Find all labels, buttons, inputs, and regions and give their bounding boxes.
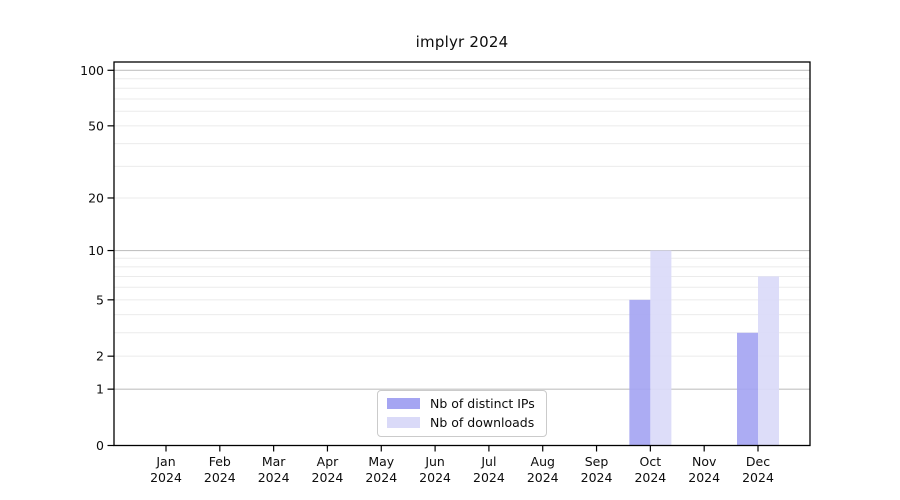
bar-oct-distinct-ips [629,299,651,446]
x-tick-label-jan: Jan 2024 [150,454,182,485]
x-tick-label-sep: Sep 2024 [581,454,613,485]
x-tick-labels: Jan 2024 Feb 2024 Mar 2024 Apr 2024 May 2024 Jun 20… [150,454,774,485]
y-tick-label-0: 0 [96,438,104,453]
chart-title: implyr 2024 [415,33,509,51]
y-tick-label-100: 100 [80,63,104,78]
x-axis-ticks [165,445,759,452]
x-tick-label-apr: Apr 2024 [312,454,344,485]
bar-oct-downloads [650,250,672,446]
x-tick-label-may: May 2024 [365,454,397,485]
bar-dec-downloads [758,276,779,446]
x-tick-label-aug: Aug 2024 [527,454,559,485]
y-tick-label-50: 50 [88,118,104,133]
y-tick-label-5: 5 [96,292,104,307]
x-tick-label-dec: Dec 2024 [742,454,774,485]
bars [629,250,779,446]
x-tick-label-nov: Nov 2024 [688,454,720,485]
x-tick-label-jun: Jun 2024 [419,454,451,485]
y-tick-label-1: 1 [96,382,104,397]
legend: Nb of distinct IPs Nb of downloads [377,390,547,437]
x-tick-label-jul: Jul 2024 [473,454,505,485]
y-axis-ticks [107,69,114,447]
y-tick-label-20: 20 [88,190,104,205]
legend-entry-distinct-ips: Nb of distinct IPs [387,397,535,410]
y-tick-labels: 0 1 2 5 10 20 50 100 [80,63,104,453]
minor-gridlines [114,78,810,357]
x-tick-label-feb: Feb 2024 [204,454,236,485]
legend-swatch-distinct-ips [387,398,420,409]
y-tick-label-2: 2 [96,349,104,364]
bar-dec-distinct-ips [737,332,758,446]
legend-swatch-downloads [387,417,420,428]
x-tick-label-mar: Mar 2024 [258,454,290,485]
y-tick-label-10: 10 [88,243,104,258]
legend-label-downloads: Nb of downloads [430,415,535,430]
x-tick-label-oct: Oct 2024 [634,454,666,485]
legend-entry-downloads: Nb of downloads [387,416,535,429]
legend-label-distinct-ips: Nb of distinct IPs [430,396,535,411]
axes-frame [113,61,811,447]
major-gridlines [114,69,810,390]
